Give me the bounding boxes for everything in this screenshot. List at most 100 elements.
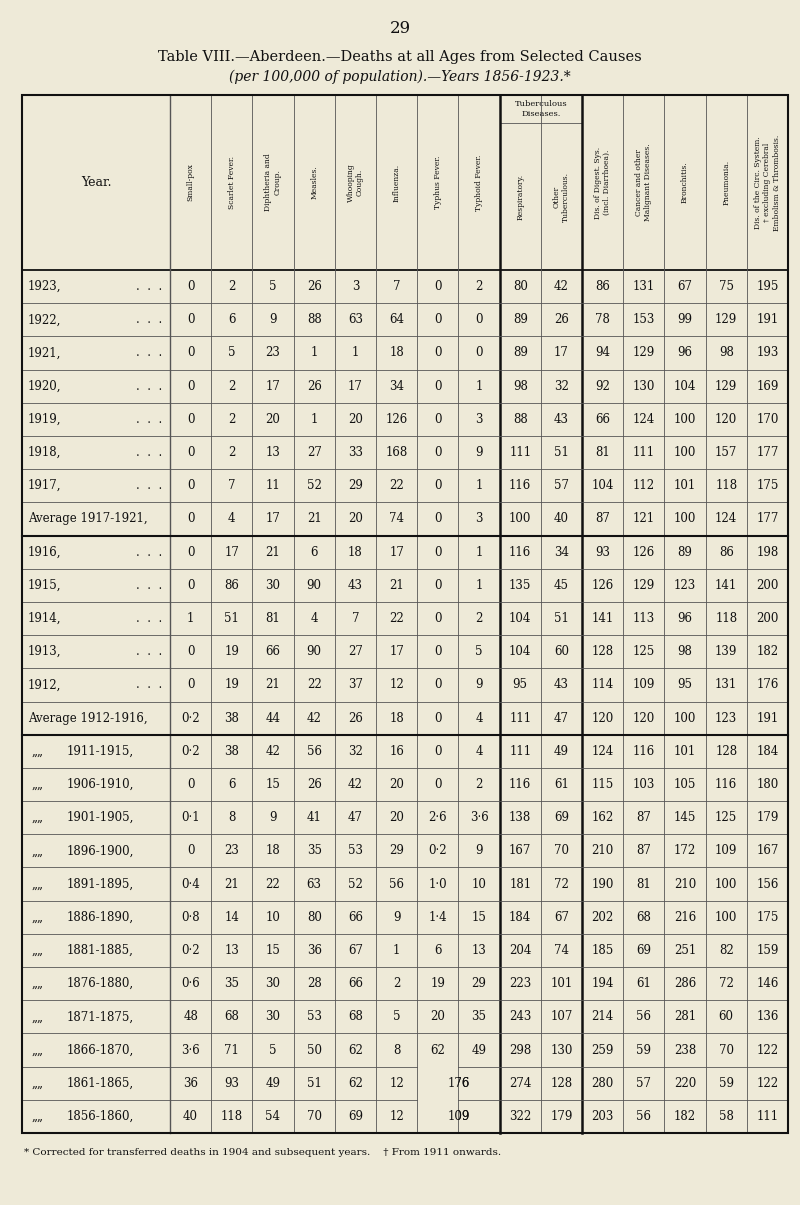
Text: 33: 33 [348, 446, 363, 459]
Text: 3·6: 3·6 [182, 1044, 200, 1057]
Text: 7: 7 [352, 612, 359, 625]
Text: 1916,: 1916, [28, 546, 62, 559]
Text: 0: 0 [434, 347, 442, 359]
Text: 9: 9 [475, 845, 482, 858]
Text: 1: 1 [352, 347, 359, 359]
Text: 34: 34 [554, 546, 569, 559]
Text: Tuberculous
Diseases.: Tuberculous Diseases. [514, 100, 567, 118]
Text: 93: 93 [224, 1077, 239, 1089]
Text: Dis. of the Circ. System.
† excluding Cerebral
Embolism & Thrombosis.: Dis. of the Circ. System. † excluding Ce… [754, 135, 781, 230]
Text: 1: 1 [310, 413, 318, 425]
Text: „„: „„ [32, 1010, 44, 1023]
Text: 125: 125 [633, 645, 655, 658]
Text: Influenza.: Influenza. [393, 164, 401, 201]
Text: 100: 100 [674, 512, 696, 525]
Text: 90: 90 [306, 645, 322, 658]
Text: 47: 47 [348, 811, 363, 824]
Text: 18: 18 [390, 347, 404, 359]
Text: 1911-1915,: 1911-1915, [67, 745, 134, 758]
Text: 175: 175 [756, 911, 778, 924]
Text: 67: 67 [348, 944, 363, 957]
Text: 41: 41 [306, 811, 322, 824]
Text: 251: 251 [674, 944, 696, 957]
Text: 32: 32 [554, 380, 569, 393]
Text: 19: 19 [224, 678, 239, 692]
Text: 141: 141 [591, 612, 614, 625]
Text: 167: 167 [509, 845, 531, 858]
Text: 210: 210 [674, 877, 696, 890]
Text: 5: 5 [475, 645, 482, 658]
Text: 1896-1900,: 1896-1900, [67, 845, 134, 858]
Text: 1891-1895,: 1891-1895, [67, 877, 134, 890]
Text: 109: 109 [447, 1110, 470, 1123]
Text: 63: 63 [348, 313, 363, 327]
Text: 0: 0 [434, 645, 442, 658]
Text: 1876-1880,: 1876-1880, [67, 977, 134, 991]
Text: 0: 0 [187, 645, 194, 658]
Text: 123: 123 [674, 578, 696, 592]
Text: 1906-1910,: 1906-1910, [67, 778, 134, 790]
Text: 38: 38 [224, 712, 239, 724]
Text: 52: 52 [306, 480, 322, 493]
Text: 0: 0 [187, 413, 194, 425]
Text: 56: 56 [306, 745, 322, 758]
Text: 179: 179 [756, 811, 778, 824]
Text: 123: 123 [715, 712, 738, 724]
Text: 0·2: 0·2 [182, 712, 200, 724]
Text: 3: 3 [352, 280, 359, 293]
Text: 103: 103 [633, 778, 655, 790]
Text: 80: 80 [513, 280, 528, 293]
Text: 104: 104 [509, 612, 531, 625]
Text: 56: 56 [636, 1010, 651, 1023]
Text: 0: 0 [434, 612, 442, 625]
Text: 124: 124 [633, 413, 655, 425]
Text: 34: 34 [389, 380, 404, 393]
Text: 116: 116 [509, 778, 531, 790]
Text: 124: 124 [591, 745, 614, 758]
Text: 62: 62 [430, 1044, 446, 1057]
Text: Measles.: Measles. [310, 165, 318, 199]
Text: 2: 2 [228, 413, 235, 425]
Text: 8: 8 [228, 811, 235, 824]
Text: 0: 0 [187, 512, 194, 525]
Text: 17: 17 [224, 546, 239, 559]
Text: 1912,: 1912, [28, 678, 62, 692]
Text: 43: 43 [554, 413, 569, 425]
Text: 1881-1885,: 1881-1885, [67, 944, 134, 957]
Text: 74: 74 [389, 512, 404, 525]
Text: 17: 17 [266, 512, 281, 525]
Bar [418, 1068, 458, 1099]
Text: 42: 42 [554, 280, 569, 293]
Text: 20: 20 [430, 1010, 446, 1023]
Text: 72: 72 [718, 977, 734, 991]
Text: 47: 47 [554, 712, 569, 724]
Text: 274: 274 [509, 1077, 531, 1089]
Text: „„: „„ [32, 745, 44, 758]
Text: Typhoid Fever.: Typhoid Fever. [475, 154, 483, 211]
Text: 115: 115 [591, 778, 614, 790]
Text: 19: 19 [224, 645, 239, 658]
Text: 4: 4 [475, 712, 482, 724]
Text: 29: 29 [390, 20, 410, 37]
Text: 0: 0 [434, 578, 442, 592]
Text: 100: 100 [674, 413, 696, 425]
Text: 0: 0 [187, 280, 194, 293]
Text: 172: 172 [674, 845, 696, 858]
Text: 98: 98 [513, 380, 528, 393]
Text: 66: 66 [348, 977, 363, 991]
Text: 1: 1 [310, 347, 318, 359]
Text: 96: 96 [678, 347, 693, 359]
Text: 27: 27 [306, 446, 322, 459]
Text: 156: 156 [756, 877, 778, 890]
Text: „„: „„ [32, 944, 44, 957]
Text: 204: 204 [509, 944, 531, 957]
Text: 21: 21 [266, 678, 280, 692]
Text: 56: 56 [389, 877, 404, 890]
Text: 0: 0 [434, 446, 442, 459]
Text: 0: 0 [434, 712, 442, 724]
Text: 51: 51 [224, 612, 239, 625]
Text: 116: 116 [509, 546, 531, 559]
Text: 66: 66 [266, 645, 281, 658]
Text: 64: 64 [389, 313, 404, 327]
Text: 22: 22 [390, 480, 404, 493]
